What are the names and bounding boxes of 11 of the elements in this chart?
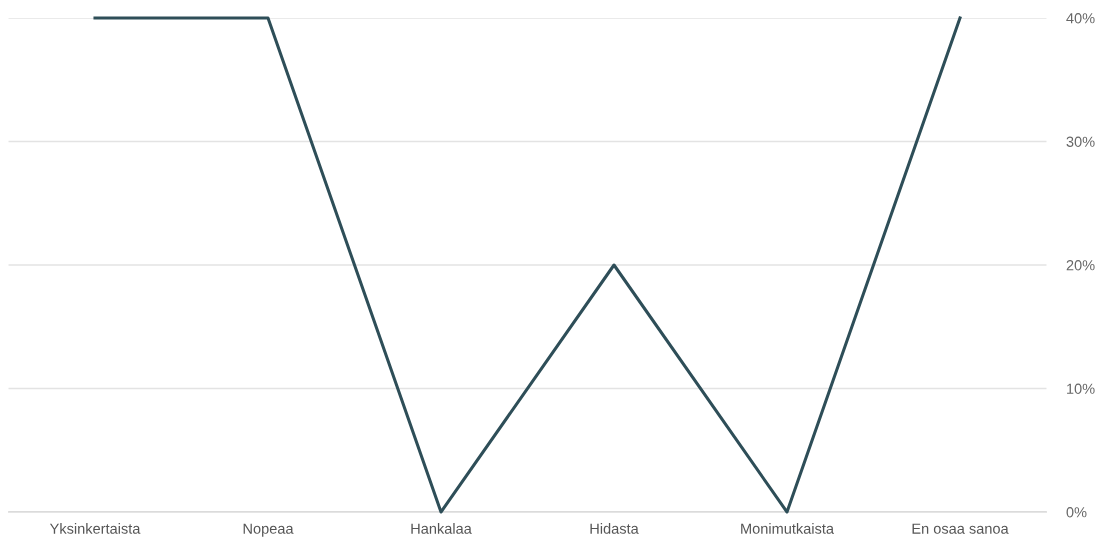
y-tick-label: 0% bbox=[1066, 507, 1087, 518]
x-tick-label: Yksinkertaista bbox=[49, 523, 141, 534]
y-tick-label: 20% bbox=[1066, 260, 1095, 271]
x-tick-label: Hidasta bbox=[590, 523, 639, 534]
y-tick-label: 10% bbox=[1067, 383, 1095, 394]
x-tick-label: Monimutkaista bbox=[741, 523, 835, 534]
y-tick-label: 40% bbox=[1066, 13, 1095, 24]
y-tick-label: 30% bbox=[1066, 136, 1095, 147]
x-tick-label: Hankalaa bbox=[411, 523, 472, 534]
x-tick-label: En osaa sanoa bbox=[912, 523, 1009, 534]
x-tick-label: Nopeaa bbox=[243, 523, 294, 537]
